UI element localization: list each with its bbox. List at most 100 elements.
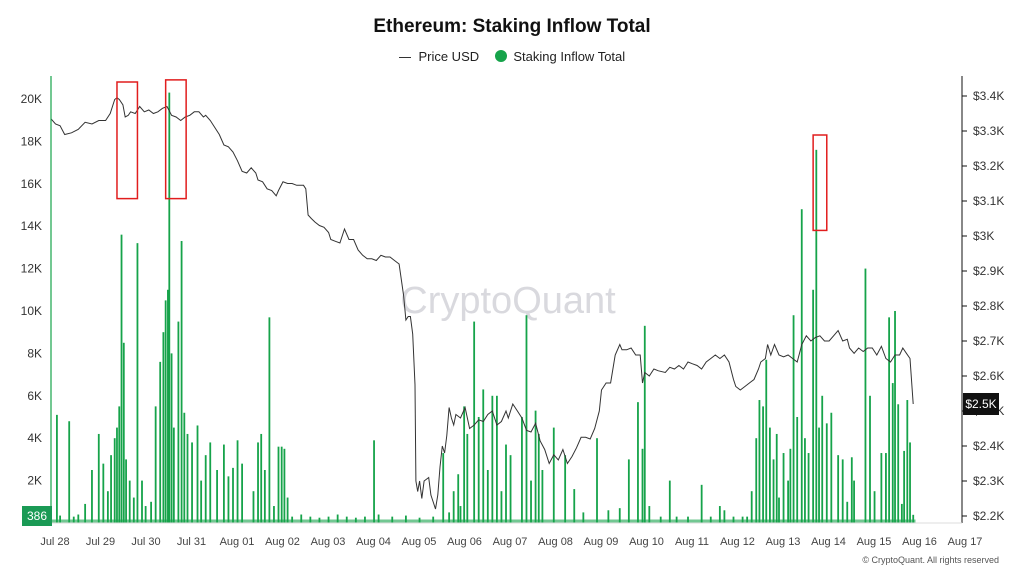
inflow-bar [241, 463, 243, 523]
inflow-bar [607, 510, 610, 523]
latest-inflow-badge: 386 [22, 506, 52, 526]
inflow-bar [800, 209, 803, 523]
inflow-bar [643, 325, 646, 523]
x-tick-label: Aug 04 [356, 536, 391, 548]
inflow-bar [291, 516, 294, 523]
x-tick-label: Jul 29 [86, 536, 115, 548]
inflow-bar [755, 438, 758, 523]
inflow-bar [120, 234, 123, 523]
inflow-bar [177, 321, 180, 523]
inflow-bar [912, 514, 915, 523]
y-right-tick-label: $2.6K [973, 369, 1004, 383]
inflow-bar [897, 404, 900, 523]
inflow-bar [77, 514, 80, 523]
x-tick-label: Jul 28 [40, 536, 69, 548]
y-right-tick-label: $2.8K [973, 299, 1004, 313]
inflow-bar [223, 444, 225, 523]
legend-item-price[interactable]: Price USD [398, 49, 480, 64]
inflow-bar [200, 480, 203, 523]
inflow-bar [327, 516, 330, 523]
inflow-bar [891, 383, 894, 523]
inflow-bar [778, 497, 780, 523]
y-left-tick-label: 4K [27, 431, 42, 445]
inflow-bar [541, 469, 544, 523]
inflow-bar [900, 503, 903, 523]
highlight-box [812, 134, 828, 232]
inflow-bar [377, 514, 380, 523]
inflow-bar [167, 289, 169, 523]
x-tick-label: Aug 17 [948, 536, 983, 548]
x-tick-label: Aug 14 [811, 536, 846, 548]
inflow-bar [457, 474, 460, 523]
inflow-bar [564, 455, 567, 523]
y-left-tick-label: 20K [21, 92, 42, 106]
x-tick-label: Aug 10 [629, 536, 664, 548]
inflow-bar [627, 459, 630, 523]
inflow-bar [180, 241, 183, 524]
inflow-bar [204, 455, 207, 523]
inflow-bar [769, 427, 771, 523]
inflow-bar [442, 453, 445, 523]
inflow-bar [459, 506, 462, 523]
y-right-tick-label: $2.3K [973, 474, 1004, 488]
price-line [50, 97, 914, 510]
inflow-bar [150, 501, 152, 523]
y-left-tick-label: 8K [27, 346, 42, 360]
inflow-bar [186, 433, 189, 523]
y-left-tick-label: 18K [21, 134, 42, 148]
inflow-bar [880, 453, 883, 523]
inflow-bar [530, 480, 532, 523]
inflow-bar [309, 516, 312, 523]
inflow-bar [448, 512, 451, 523]
inflow-bar [405, 515, 407, 523]
inflow-bar [128, 480, 131, 523]
inflow-bar [183, 412, 186, 523]
inflow-bar [159, 361, 162, 523]
x-tick-label: Aug 01 [220, 536, 255, 548]
inflow-bar [373, 440, 375, 523]
inflow-bar [888, 317, 891, 523]
inflow-bar [196, 425, 199, 523]
inflow-bar [500, 491, 503, 523]
y-right-tick-label: $2.7K [973, 334, 1004, 348]
inflow-bar [491, 395, 494, 523]
watermark-layer: CryptoQuant [400, 280, 616, 322]
inflow-bar [853, 480, 855, 523]
inflow-bar [668, 480, 671, 523]
inflow-bar [162, 332, 165, 523]
inflow-bar [903, 450, 906, 523]
inflow-bar [505, 444, 507, 523]
copyright-notice: © CryptoQuant. All rights reserved [862, 555, 999, 565]
y-left-tick-label: 14K [21, 219, 42, 233]
legend-item-staking-inflow[interactable]: Staking Inflow Total [494, 49, 625, 64]
inflow-bar [750, 491, 753, 523]
inflow-bar [596, 438, 598, 523]
inflow-bar [59, 515, 61, 523]
inflow-bar [573, 489, 576, 523]
price-line-layer [50, 97, 914, 510]
x-tick-label: Aug 09 [584, 536, 619, 548]
staking-inflow-dot-swatch [494, 50, 507, 62]
inflow-bar [648, 506, 651, 523]
inflow-bar [136, 243, 139, 523]
inflow-bar [758, 400, 761, 523]
y-left-tick-label: 16K [21, 177, 42, 191]
inflow-bar [364, 516, 366, 523]
inflow-bar [885, 453, 887, 523]
inflow-bar [463, 406, 466, 523]
inflow-bar [850, 457, 853, 523]
inflow-bar [765, 359, 768, 523]
legend-label-price: Price USD [418, 49, 480, 64]
x-tick-label: Aug 15 [857, 536, 892, 548]
inflow-bar [110, 455, 112, 523]
x-tick-label: Jul 31 [177, 536, 206, 548]
inflow-bar [906, 400, 909, 523]
inflow-bar [869, 395, 871, 523]
inflow-bar [106, 491, 109, 523]
inflow-bar [641, 448, 644, 523]
inflow-bar [789, 448, 792, 523]
inflow-bar [141, 480, 143, 523]
tick-labels: 2K 4K 6K 8K 10K 12K 14K 16K 18K 20K $2.2K $2.3K $2.4… [21, 89, 1005, 548]
y-left-tick-label: 10K [21, 304, 42, 318]
